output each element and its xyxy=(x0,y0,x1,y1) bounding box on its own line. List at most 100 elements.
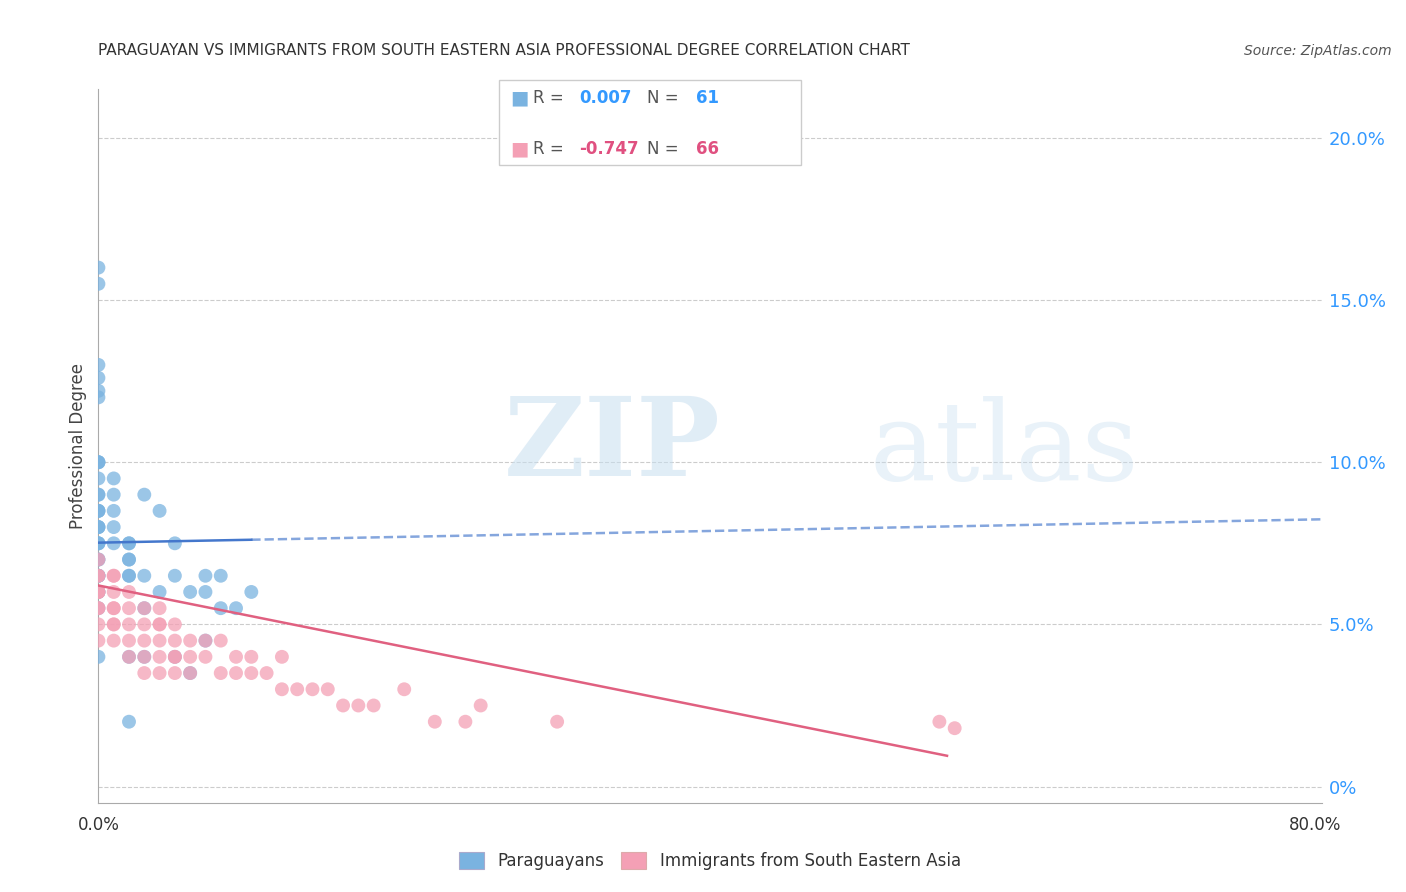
Point xyxy=(87,568,110,582)
Text: ■: ■ xyxy=(510,139,529,159)
Point xyxy=(118,633,141,648)
Point xyxy=(103,617,125,632)
Point xyxy=(87,488,110,502)
Point xyxy=(103,471,125,485)
Text: Source: ZipAtlas.com: Source: ZipAtlas.com xyxy=(1244,44,1392,58)
Point xyxy=(149,633,172,648)
Point xyxy=(149,601,172,615)
Point xyxy=(209,601,232,615)
Text: ZIP: ZIP xyxy=(503,392,720,500)
Point xyxy=(118,714,141,729)
Point xyxy=(149,504,172,518)
Point xyxy=(103,536,125,550)
Text: 0.007: 0.007 xyxy=(579,89,631,107)
Point xyxy=(87,384,110,398)
Point xyxy=(163,649,186,664)
Point xyxy=(149,666,172,681)
Point xyxy=(209,666,232,681)
Legend: Paraguayans, Immigrants from South Eastern Asia: Paraguayans, Immigrants from South Easte… xyxy=(453,845,967,877)
Point xyxy=(87,520,110,534)
Point xyxy=(87,649,110,664)
Point xyxy=(103,488,125,502)
Point xyxy=(103,568,125,582)
Point xyxy=(103,504,125,518)
Point xyxy=(285,682,308,697)
Point xyxy=(87,536,110,550)
Point xyxy=(87,520,110,534)
Point xyxy=(87,585,110,599)
Point xyxy=(225,666,247,681)
Point xyxy=(87,601,110,615)
Point xyxy=(240,666,263,681)
Point xyxy=(87,455,110,469)
Point xyxy=(163,649,186,664)
Point xyxy=(118,601,141,615)
Point xyxy=(943,721,966,735)
Point xyxy=(103,601,125,615)
Point xyxy=(118,552,141,566)
Text: 0.0%: 0.0% xyxy=(77,816,120,834)
Text: 80.0%: 80.0% xyxy=(1288,816,1341,834)
Point xyxy=(134,568,156,582)
Point xyxy=(118,568,141,582)
Point xyxy=(87,601,110,615)
Point xyxy=(225,649,247,664)
Point xyxy=(454,714,477,729)
Point xyxy=(209,568,232,582)
Point xyxy=(87,488,110,502)
Point xyxy=(194,633,217,648)
Point xyxy=(87,552,110,566)
Point xyxy=(87,585,110,599)
Point xyxy=(87,358,110,372)
Point xyxy=(149,585,172,599)
Text: atlas: atlas xyxy=(869,396,1139,503)
Text: R =: R = xyxy=(533,140,569,158)
Point xyxy=(134,666,156,681)
Point xyxy=(87,568,110,582)
Point xyxy=(225,601,247,615)
Point xyxy=(87,504,110,518)
Text: N =: N = xyxy=(647,140,683,158)
Point xyxy=(87,390,110,404)
Text: R =: R = xyxy=(533,89,569,107)
Text: N =: N = xyxy=(647,89,683,107)
Text: 66: 66 xyxy=(696,140,718,158)
Point xyxy=(87,568,110,582)
Point xyxy=(163,536,186,550)
Point xyxy=(240,649,263,664)
Point xyxy=(118,552,141,566)
Point xyxy=(87,471,110,485)
Point xyxy=(179,633,201,648)
Point xyxy=(87,568,110,582)
Point xyxy=(149,617,172,632)
Point xyxy=(194,568,217,582)
Point xyxy=(163,617,186,632)
Point xyxy=(87,455,110,469)
Point xyxy=(103,601,125,615)
Point xyxy=(363,698,385,713)
Point xyxy=(179,649,201,664)
Point xyxy=(118,568,141,582)
Point xyxy=(194,633,217,648)
Point xyxy=(163,666,186,681)
Point xyxy=(87,504,110,518)
Point xyxy=(134,649,156,664)
Point xyxy=(270,682,292,697)
Point xyxy=(103,617,125,632)
Point xyxy=(118,585,141,599)
Point xyxy=(163,649,186,664)
Point xyxy=(103,585,125,599)
Point xyxy=(118,536,141,550)
Point xyxy=(134,601,156,615)
Point xyxy=(87,371,110,385)
Point xyxy=(87,520,110,534)
Point xyxy=(87,536,110,550)
Point xyxy=(301,682,323,697)
Text: 61: 61 xyxy=(696,89,718,107)
Point xyxy=(118,617,141,632)
Point xyxy=(194,585,217,599)
Point xyxy=(134,617,156,632)
Point xyxy=(103,568,125,582)
Point xyxy=(134,601,156,615)
Point xyxy=(316,682,339,697)
